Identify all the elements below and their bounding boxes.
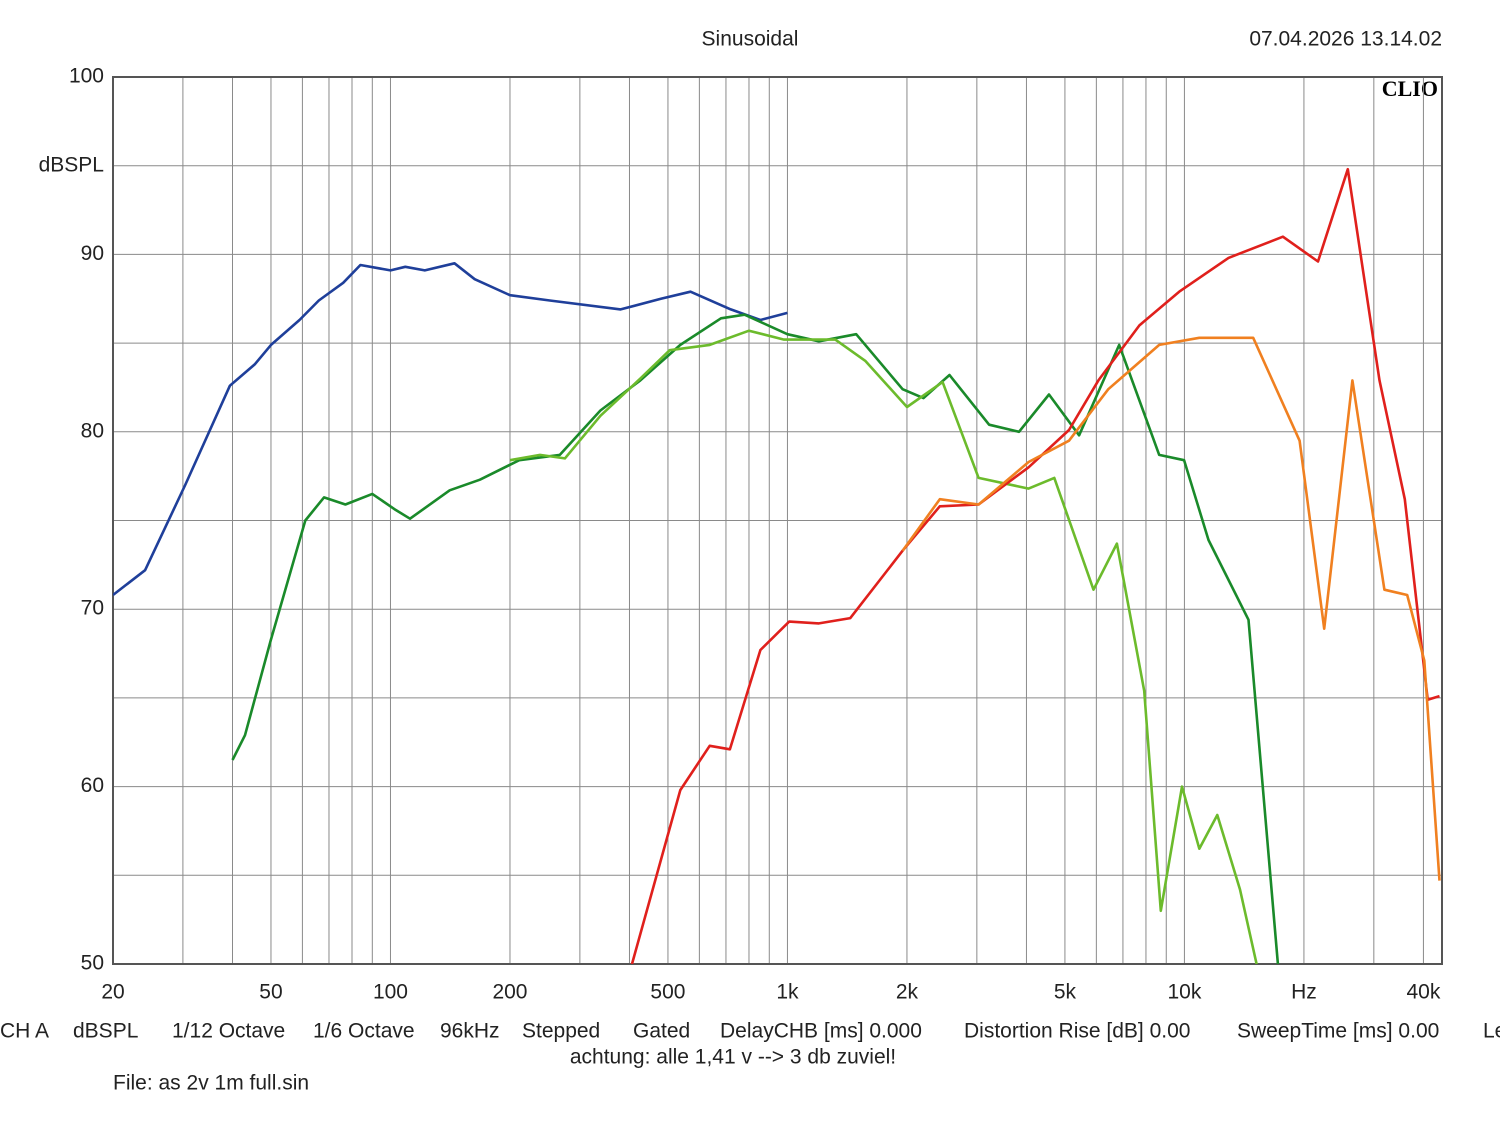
footer-item: 1/6 Octave — [313, 1020, 415, 1043]
x-tick-label: 2k — [896, 981, 919, 1004]
x-tick-label: 20 — [101, 981, 124, 1004]
plot-frame — [112, 76, 1443, 965]
chart-title: Sinusoidal — [702, 28, 799, 51]
y-tick-label: 50 — [81, 952, 104, 975]
y-tick-label: 100 — [69, 65, 104, 88]
footer-item: dBSPL — [73, 1020, 138, 1043]
x-tick-label: 500 — [650, 981, 685, 1004]
x-tick-label: 40k — [1406, 981, 1440, 1004]
footer-item: Stepped — [522, 1020, 600, 1043]
series-line — [231, 313, 1280, 964]
x-tick-label: 10k — [1167, 981, 1201, 1004]
x-tick-label: 1k — [776, 981, 799, 1004]
footer-item: Gated — [633, 1020, 690, 1043]
footer-item: 96kHz — [440, 1020, 500, 1043]
note: achtung: alle 1,41 v --> 3 db zuviel! — [570, 1046, 896, 1069]
y-axis-label: dBSPL — [39, 154, 104, 177]
logo: CLIO — [1382, 76, 1438, 101]
x-tick-label: Hz — [1291, 981, 1317, 1004]
footer-item: CH A — [0, 1020, 49, 1043]
timestamp: 07.04.2026 13.14.02 — [1249, 28, 1442, 51]
footer-item: SweepTime [ms] 0.00 — [1237, 1020, 1439, 1043]
footer-item: Distortion Rise [dB] 0.00 — [964, 1020, 1190, 1043]
x-tick-label: 5k — [1054, 981, 1077, 1004]
x-tick-label: 100 — [373, 981, 408, 1004]
file-name: File: as 2v 1m full.sin — [113, 1072, 309, 1095]
x-tick-label: 200 — [492, 981, 527, 1004]
footer-item: DelayCHB [ms] 0.000 — [720, 1020, 922, 1043]
y-tick-label: 80 — [81, 419, 104, 442]
y-tick-label: 90 — [81, 242, 104, 265]
series-line — [630, 167, 1440, 964]
footer-item: 1/12 Octave — [172, 1020, 285, 1043]
series-line — [901, 336, 1441, 881]
series-line — [509, 329, 1258, 964]
x-tick-label: 50 — [259, 981, 282, 1004]
footer-item: Le — [1483, 1020, 1500, 1043]
series-line — [113, 262, 788, 597]
y-tick-label: 60 — [81, 774, 104, 797]
y-tick-label: 70 — [81, 597, 104, 620]
